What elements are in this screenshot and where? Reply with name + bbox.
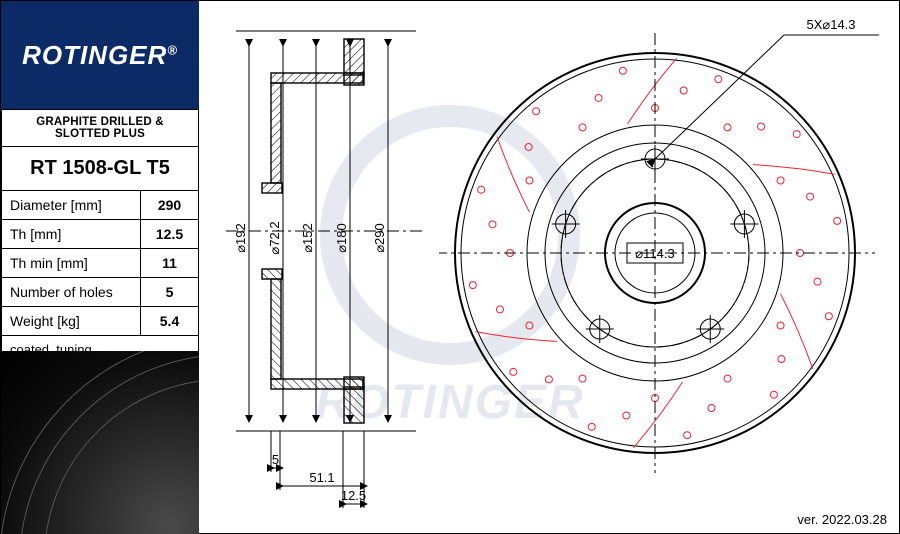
svg-text:12.5: 12.5 bbox=[341, 488, 366, 503]
spec-row: Diameter [mm]290 bbox=[2, 191, 199, 220]
spec-value: 12.5 bbox=[141, 220, 199, 249]
svg-text:51.1: 51.1 bbox=[309, 470, 334, 485]
spec-label: Diameter [mm] bbox=[2, 191, 141, 220]
spec-row: Number of holes5 bbox=[2, 278, 199, 307]
bolt-pattern-label: 5X⌀14.3 bbox=[806, 17, 855, 32]
spec-value: 11 bbox=[141, 249, 199, 278]
spec-value: 5.4 bbox=[141, 307, 199, 336]
rotor-photo bbox=[1, 351, 199, 534]
version-label: ver. 2022.03.28 bbox=[797, 512, 887, 527]
spec-label: Th [mm] bbox=[2, 220, 141, 249]
spec-value: 5 bbox=[141, 278, 199, 307]
spec-label: Number of holes bbox=[2, 278, 141, 307]
spec-value: 290 bbox=[141, 191, 199, 220]
svg-text:⌀152: ⌀152 bbox=[300, 223, 315, 253]
spec-table: GRAPHITE DRILLED & SLOTTED PLUS RT 1508-… bbox=[1, 109, 199, 391]
svg-text:⌀290: ⌀290 bbox=[372, 223, 387, 253]
spec-row: Th [mm]12.5 bbox=[2, 220, 199, 249]
brand-logo: ROTINGER® bbox=[1, 1, 199, 109]
spec-row: Th min [mm]11 bbox=[2, 249, 199, 278]
spec-row: Weight [kg]5.4 bbox=[2, 307, 199, 336]
part-number: RT 1508-GL T5 bbox=[2, 147, 199, 191]
svg-text:5: 5 bbox=[272, 452, 279, 467]
cross-section-drawing: ⌀192 ⌀72.2 ⌀152 ⌀180 ⌀290 5 51.1 12.5 bbox=[226, 13, 426, 523]
svg-text:⌀72.2: ⌀72.2 bbox=[267, 221, 282, 254]
spec-label: Th min [mm] bbox=[2, 249, 141, 278]
brand-name: ROTINGER® bbox=[22, 40, 178, 71]
svg-text:⌀192: ⌀192 bbox=[233, 223, 248, 253]
spec-label: Weight [kg] bbox=[2, 307, 141, 336]
front-view-drawing: ⌀114.3 5X⌀14.3 bbox=[439, 13, 891, 493]
product-title: GRAPHITE DRILLED & SLOTTED PLUS bbox=[2, 110, 199, 147]
svg-text:⌀180: ⌀180 bbox=[334, 223, 349, 253]
